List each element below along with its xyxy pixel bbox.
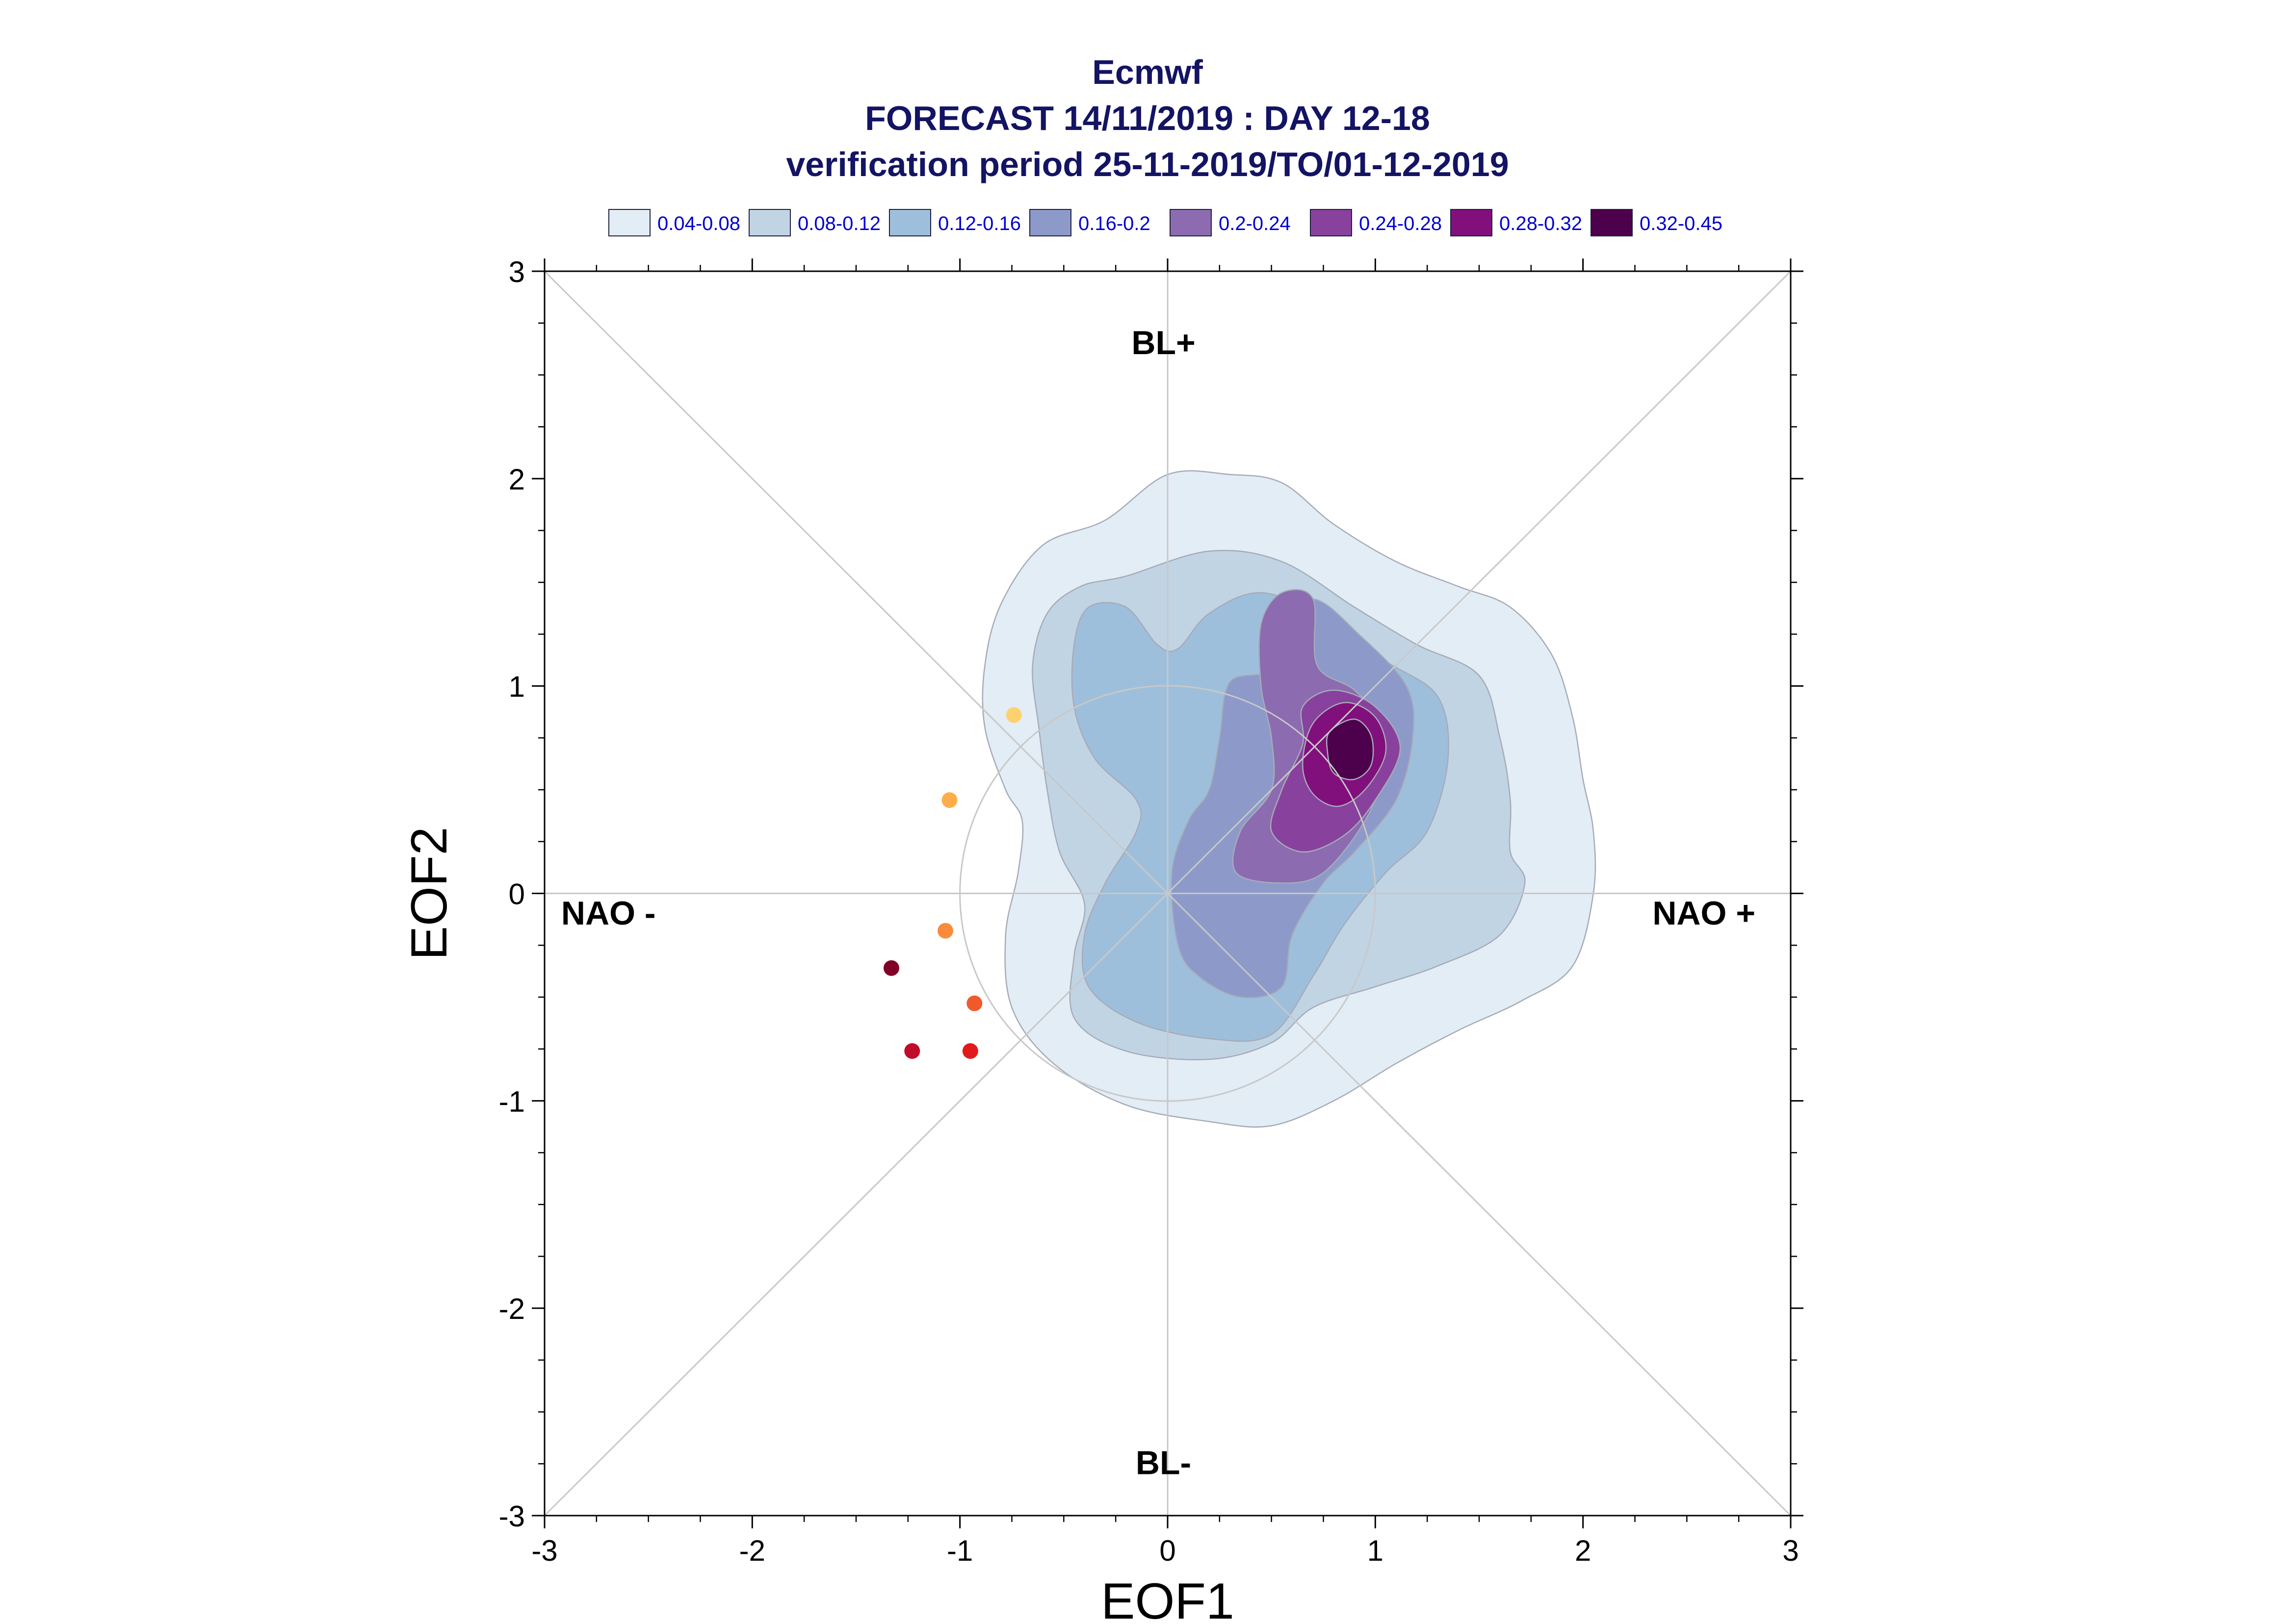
data-points bbox=[883, 707, 1022, 1059]
chart-title: Ecmwf FORECAST 14/11/2019 : DAY 12-18 ve… bbox=[0, 49, 2295, 187]
y-axis-label: EOF2 bbox=[401, 827, 458, 960]
axes: -3 -2 -1 0 1 2 3 -3 -2 -1 0 1 2 3 EOF1 EOF2 bbox=[401, 256, 1803, 1624]
density-contours bbox=[982, 470, 1596, 1128]
y-tick-label: 2 bbox=[509, 463, 525, 496]
density-contour bbox=[1326, 719, 1374, 780]
x-axis-label: EOF1 bbox=[1101, 1573, 1234, 1624]
x-tick-label: 0 bbox=[1159, 1534, 1175, 1567]
data-point bbox=[962, 1043, 978, 1059]
regime-label-right: NAO + bbox=[1652, 895, 1755, 932]
legend-swatch bbox=[749, 209, 791, 236]
legend-swatch bbox=[1029, 209, 1071, 236]
regime-label-top: BL+ bbox=[1131, 324, 1195, 361]
x-tick-label: 3 bbox=[1782, 1534, 1799, 1567]
legend-label: 0.32-0.45 bbox=[1640, 213, 1723, 234]
legend-swatch bbox=[1591, 209, 1633, 236]
title-line-forecast: FORECAST 14/11/2019 : DAY 12-18 bbox=[865, 99, 1430, 137]
unit-circle bbox=[959, 685, 1376, 1102]
data-point bbox=[1006, 707, 1022, 723]
legend-swatch bbox=[889, 209, 931, 236]
legend-label: 0.08-0.12 bbox=[798, 213, 881, 234]
legend-label: 0.16-0.2 bbox=[1078, 213, 1150, 234]
title-line-model: Ecmwf bbox=[1092, 53, 1203, 91]
legend-swatch bbox=[1310, 209, 1352, 236]
legend-label: 0.2-0.24 bbox=[1219, 213, 1291, 234]
x-tick-label: 2 bbox=[1575, 1534, 1591, 1567]
data-point bbox=[904, 1043, 920, 1059]
y-tick-label: -1 bbox=[499, 1085, 525, 1118]
data-point bbox=[938, 923, 954, 939]
y-tick-label: 1 bbox=[509, 670, 525, 703]
y-tick-label: -3 bbox=[499, 1500, 525, 1533]
regime-label-left: NAO - bbox=[561, 895, 656, 932]
regime-labels: BL+ BL- NAO - NAO + bbox=[561, 324, 1755, 1481]
x-tick-label: -2 bbox=[739, 1534, 765, 1567]
legend-label: 0.04-0.08 bbox=[657, 213, 741, 234]
legend-swatch bbox=[1170, 209, 1212, 236]
title-line-verification: verification period 25-11-2019/TO/01-12-… bbox=[786, 145, 1509, 183]
regime-label-bottom: BL- bbox=[1136, 1444, 1191, 1481]
legend-label: 0.12-0.16 bbox=[938, 213, 1021, 234]
x-tick-label: -1 bbox=[947, 1534, 973, 1567]
y-tick-label: 0 bbox=[509, 878, 525, 911]
x-tick-label: 1 bbox=[1367, 1534, 1383, 1567]
data-point bbox=[883, 960, 899, 976]
y-tick-label: -2 bbox=[499, 1292, 525, 1325]
legend-label: 0.28-0.32 bbox=[1499, 213, 1583, 234]
y-tick-label: 3 bbox=[509, 256, 525, 288]
legend-label: 0.24-0.28 bbox=[1359, 213, 1442, 234]
guide-lines bbox=[544, 270, 1792, 1517]
data-point bbox=[966, 995, 983, 1011]
data-point bbox=[941, 792, 958, 808]
legend-swatch bbox=[1450, 209, 1492, 236]
x-tick-label: -3 bbox=[531, 1534, 557, 1567]
legend-swatch bbox=[608, 209, 651, 236]
